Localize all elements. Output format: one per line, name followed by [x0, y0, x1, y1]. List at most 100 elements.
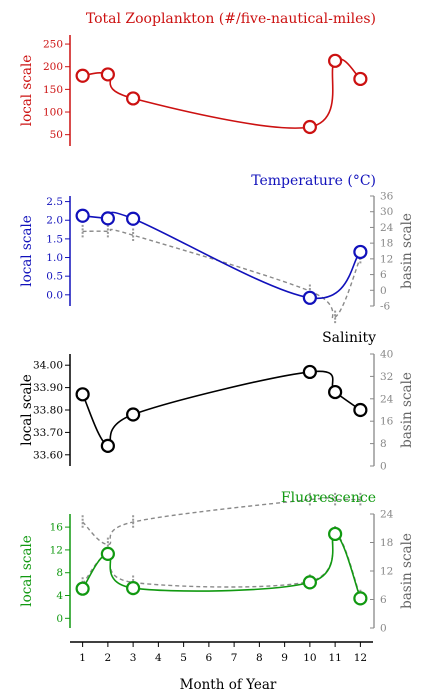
right-tick-label: -6: [380, 301, 391, 313]
data-point-month-10: [302, 364, 317, 380]
data-point-month-11: [328, 53, 343, 68]
x-tick-label: 6: [206, 652, 213, 664]
left-tick-label: 33.90: [33, 382, 63, 394]
series-line: [82, 58, 361, 129]
left-tick-label: 0: [56, 613, 63, 625]
left-tick-label: 33.60: [33, 449, 63, 461]
data-point-month-12: [353, 591, 368, 606]
left-tick-label: 100: [43, 107, 63, 119]
right-tick-label: 6: [380, 269, 387, 281]
month-axis: 1 2 3 4 5 6 7 8 9 10 11 12: [70, 641, 373, 664]
data-point-month-11: [328, 526, 343, 542]
data-point-month-3: [126, 211, 141, 226]
left-tick-label: 200: [43, 61, 63, 73]
x-tick-label: 12: [354, 652, 367, 664]
left-tick-label: 2.5: [46, 196, 63, 208]
x-tick-label: 7: [231, 652, 238, 664]
right-tick-label: 0: [380, 285, 387, 297]
data-point-month-10: [302, 575, 317, 590]
data-point-month-12: [353, 244, 368, 260]
basin-mean-line: [82, 532, 362, 597]
left-tick-label: 16: [50, 522, 64, 534]
left-tick-label: 150: [43, 84, 63, 96]
data-point-month-12: [353, 402, 368, 418]
data-point-month-10: [302, 119, 317, 135]
right-tick-label: 8: [380, 438, 387, 450]
x-axis-label: Month of Year: [180, 677, 277, 693]
data-point-month-3: [126, 580, 141, 596]
data-point-month-1: [75, 387, 90, 402]
left-tick-label: 33.80: [33, 405, 63, 417]
right-tick-label: 12: [380, 253, 393, 265]
right-axis-label: basin scale: [399, 533, 415, 609]
right-tick-label: 24: [380, 222, 394, 234]
data-point-month-3: [126, 407, 141, 422]
data-point-month-2: [100, 438, 115, 453]
right-tick-label: 0: [380, 461, 387, 473]
x-tick-label: 11: [328, 652, 341, 664]
panel-fluorescence: Fluorescence 0 4 8 12 16 local scale 0 6 12 18 24 ba…: [19, 490, 415, 635]
right-tick-label: 32: [380, 371, 393, 383]
left-axis-label: local scale: [19, 215, 35, 287]
right-tick-label: 24: [380, 393, 394, 405]
left-tick-label: 50: [50, 129, 63, 141]
series-line: [81, 533, 362, 599]
left-tick-label: 8: [56, 567, 63, 579]
left-tick-label: 1.5: [46, 233, 63, 245]
data-point-month-1: [75, 68, 90, 83]
left-axis-label: local scale: [19, 55, 35, 127]
right-tick-label: 18: [380, 238, 393, 250]
left-axis-label: local scale: [19, 535, 35, 607]
x-tick-label: 2: [105, 652, 112, 664]
left-tick-label: 0.5: [46, 271, 63, 283]
data-point-month-11: [328, 384, 343, 400]
data-point-month-1: [75, 581, 90, 596]
left-tick-label: 250: [43, 39, 63, 51]
left-tick-label: 1.0: [46, 252, 63, 264]
left-tick-label: 34.00: [33, 360, 63, 372]
right-tick-label: 18: [380, 537, 393, 549]
right-tick-label: 30: [380, 206, 393, 218]
right-tick-label: 0: [380, 623, 387, 635]
right-tick-label: 6: [380, 594, 387, 606]
right-tick-label: 24: [380, 509, 394, 521]
data-point-month-12: [353, 71, 368, 87]
panel-temperature: Temperature (°C) 0.0 0.5 1.0 1.5 2.0 2.5 local …: [19, 173, 415, 324]
basin-mean-line: [82, 497, 361, 546]
x-tick-label: 5: [180, 652, 187, 664]
data-point-month-1: [75, 208, 90, 223]
data-point-month-2: [100, 546, 115, 562]
x-tick-label: 8: [256, 652, 263, 664]
panel-title: Total Zooplankton (#/five-nautical-miles…: [86, 11, 376, 27]
left-tick-label: 2.0: [46, 215, 63, 227]
panel-title: Temperature (°C): [251, 173, 376, 189]
panel-salinity: Salinity 33.60 33.70 33.80 33.90 34.00 local s…: [19, 330, 415, 552]
right-axis-label: basin scale: [399, 213, 415, 289]
series-line: [82, 211, 362, 299]
data-point-month-2: [100, 211, 115, 226]
panel-title: Fluorescence: [281, 490, 376, 506]
data-point-month-10: [302, 290, 317, 305]
panel-zooplankton: Total Zooplankton (#/five-nautical-miles…: [19, 11, 376, 146]
left-tick-label: 12: [50, 544, 63, 556]
right-axis-label: basin scale: [399, 372, 415, 448]
x-tick-label: 1: [79, 652, 86, 664]
panel-title: Salinity: [322, 330, 376, 346]
right-tick-label: 36: [380, 191, 394, 203]
x-tick-label: 10: [303, 652, 316, 664]
data-point-month-3: [126, 91, 141, 106]
left-tick-label: 0.0: [46, 289, 63, 301]
x-tick-label: 4: [155, 652, 162, 664]
right-tick-label: 16: [380, 416, 394, 428]
x-tick-label: 9: [281, 652, 288, 664]
x-tick-label: 3: [130, 652, 137, 664]
data-point-month-2: [100, 67, 115, 82]
series-line: [81, 370, 361, 447]
left-axis-label: local scale: [19, 374, 35, 446]
left-tick-label: 4: [56, 590, 63, 602]
right-tick-label: 40: [380, 349, 393, 361]
right-tick-label: 12: [380, 566, 393, 578]
basin-mean-line: [82, 228, 362, 320]
left-tick-label: 33.70: [33, 427, 63, 439]
